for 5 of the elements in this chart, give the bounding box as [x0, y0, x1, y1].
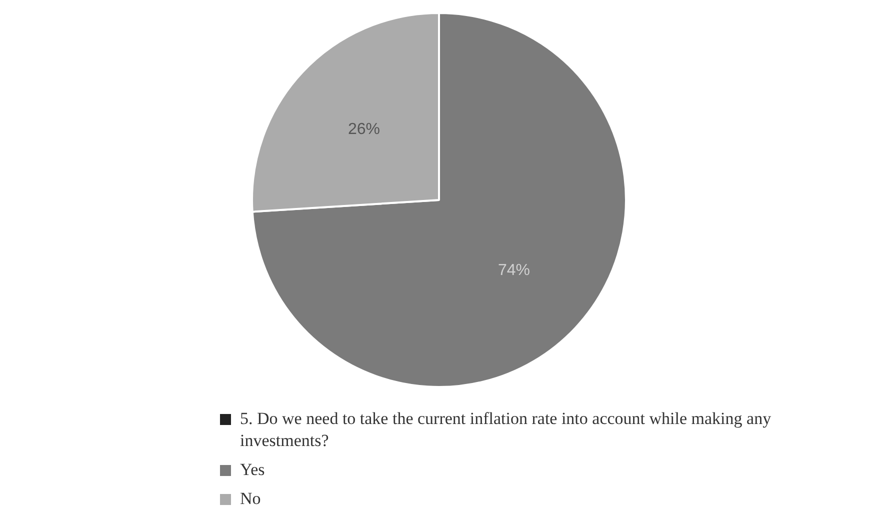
- legend-title: 5. Do we need to take the current inflation rate into account while making any investments?: [240, 409, 772, 450]
- legend-label: Yes: [240, 460, 265, 479]
- data-label: 74%: [498, 262, 530, 279]
- legend-label: No: [240, 489, 261, 508]
- data-label: 26%: [348, 121, 380, 138]
